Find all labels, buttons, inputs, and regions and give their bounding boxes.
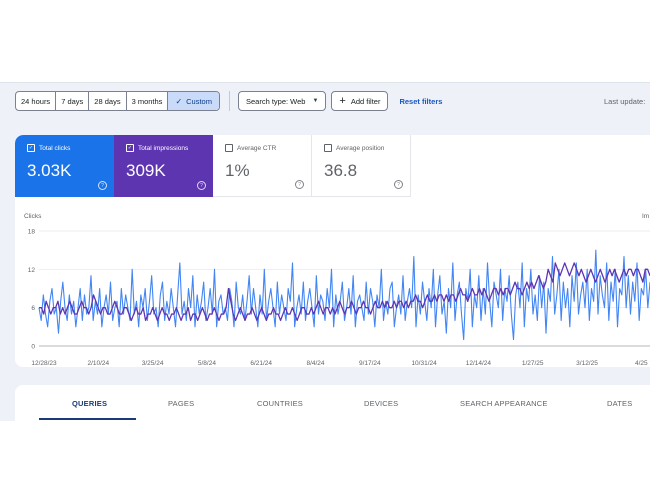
tab-queries[interactable]: QUERIES xyxy=(72,399,108,408)
date-filter-toolbar: 24 hours 7 days 28 days 3 months ✓ Custo… xyxy=(15,91,442,111)
tab-dates[interactable]: DATES xyxy=(607,399,633,408)
checkbox-unchecked-icon[interactable] xyxy=(324,144,332,152)
total-clicks-metric[interactable]: ✓ Total clicks 3.03K ? xyxy=(15,135,114,197)
help-icon[interactable]: ? xyxy=(98,181,107,190)
average-ctr-metric[interactable]: Average CTR 1% ? xyxy=(213,135,312,197)
average-ctr-value: 1% xyxy=(225,161,250,180)
search-type-label: Search type: Web xyxy=(245,96,306,106)
x-tick-label: 10/31/24 xyxy=(411,360,437,367)
tab-devices[interactable]: DEVICES xyxy=(364,399,399,408)
search-type-dropdown[interactable]: Search type: Web ▼ xyxy=(237,91,327,111)
y-tick-label: 6 xyxy=(31,305,35,312)
performance-chart[interactable]: Clicks Im 0 6 12 18 12/28/23 2/10/24 3/25/24 5/8/… xyxy=(15,205,650,367)
range-3-months-button[interactable]: 3 months xyxy=(127,92,169,110)
x-tick-label: 3/12/25 xyxy=(576,360,598,367)
total-impressions-metric[interactable]: ✓ Total impressions 309K ? xyxy=(114,135,213,197)
checkbox-checked-icon[interactable]: ✓ xyxy=(27,144,35,152)
tab-search-appearance[interactable]: SEARCH APPEARANCE xyxy=(460,399,548,408)
checkmark-icon: ✓ xyxy=(175,96,183,106)
series-line-impressions xyxy=(39,262,650,322)
x-tick-label: 12/28/23 xyxy=(31,360,57,367)
total-clicks-value: 3.03K xyxy=(27,161,72,180)
total-impressions-value: 309K xyxy=(126,161,166,180)
x-tick-label: 4/25 xyxy=(635,360,648,367)
average-ctr-label: Average CTR xyxy=(237,144,277,152)
range-7-days-button[interactable]: 7 days xyxy=(56,92,90,110)
range-24-hours-button[interactable]: 24 hours xyxy=(16,92,57,110)
series-line-clicks xyxy=(38,249,650,341)
x-tick-label: 9/17/24 xyxy=(359,360,381,367)
x-tick-label: 3/25/24 xyxy=(142,360,164,367)
average-position-metric[interactable]: Average position 36.8 ? xyxy=(312,135,411,197)
date-range-selector: 24 hours 7 days 28 days 3 months ✓ Custo… xyxy=(15,91,220,111)
y-tick-label: 0 xyxy=(31,344,35,351)
total-impressions-label: Total impressions xyxy=(138,144,189,152)
y-tick-label: 12 xyxy=(28,267,36,274)
range-28-days-button[interactable]: 28 days xyxy=(89,92,127,110)
range-custom-button[interactable]: ✓ Custom xyxy=(168,92,219,110)
average-position-value: 36.8 xyxy=(324,161,358,180)
x-tick-label: 8/4/24 xyxy=(306,360,324,367)
help-icon[interactable]: ? xyxy=(197,181,206,190)
y-tick-label: 18 xyxy=(28,229,36,236)
active-tab-indicator xyxy=(39,418,136,420)
tab-pages[interactable]: PAGES xyxy=(168,399,195,408)
checkbox-unchecked-icon[interactable] xyxy=(225,144,233,152)
checkbox-checked-icon[interactable]: ✓ xyxy=(126,144,134,152)
right-axis-label: Im xyxy=(642,213,649,220)
x-tick-label: 12/14/24 xyxy=(466,360,492,367)
x-tick-label: 1/27/25 xyxy=(522,360,544,367)
performance-card: ✓ Total clicks 3.03K ? ✓ Total impressions… xyxy=(15,135,650,367)
help-icon[interactable]: ? xyxy=(394,180,403,189)
x-tick-label: 2/10/24 xyxy=(87,360,109,367)
x-tick-label: 6/21/24 xyxy=(250,360,272,367)
caret-down-icon: ▼ xyxy=(312,98,319,104)
help-icon[interactable]: ? xyxy=(295,180,304,189)
toolbar-divider xyxy=(228,91,230,111)
search-console-performance: 24 hours 7 days 28 days 3 months ✓ Custo… xyxy=(0,82,650,421)
report-tabs: QUERIES PAGES COUNTRIES DEVICES SEARCH A… xyxy=(15,385,650,421)
range-custom-label: Custom xyxy=(186,96,212,106)
last-update-text: Last update: xyxy=(604,97,646,106)
reset-filters-link[interactable]: Reset filters xyxy=(399,96,443,106)
add-filter-label: Add filter xyxy=(350,96,381,106)
plus-icon: + xyxy=(339,94,346,107)
add-filter-button[interactable]: + Add filter xyxy=(331,91,389,111)
x-tick-label: 5/8/24 xyxy=(198,360,216,367)
average-position-label: Average position xyxy=(336,144,385,152)
total-clicks-label: Total clicks xyxy=(39,144,71,152)
y-axis-label: Clicks xyxy=(24,213,42,220)
tab-countries[interactable]: COUNTRIES xyxy=(257,399,303,408)
